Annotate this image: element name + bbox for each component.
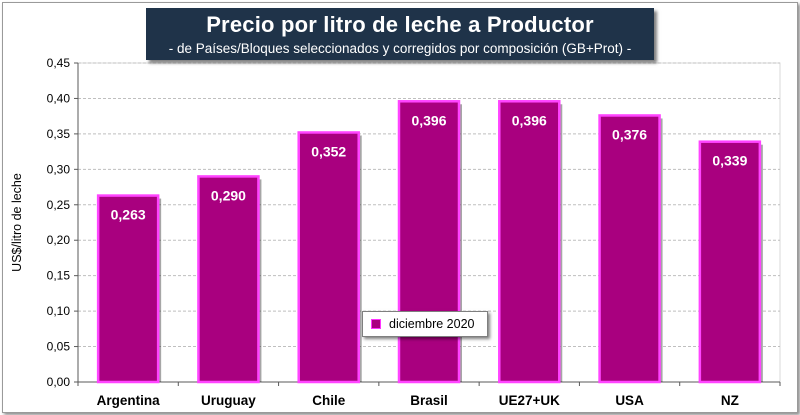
y-tick-label: 0,15 xyxy=(47,269,71,283)
data-label: 0,339 xyxy=(712,153,747,169)
x-tick-label: Chile xyxy=(312,393,345,408)
y-tick-label: 0,45 xyxy=(47,56,71,70)
x-tick-label: Argentina xyxy=(97,393,160,408)
legend: diciembre 2020 xyxy=(362,311,488,337)
legend-swatch xyxy=(371,319,381,329)
x-tick-label: USA xyxy=(615,393,644,408)
y-axis-label: US$/litro de leche xyxy=(10,173,24,272)
y-tick-label: 0,25 xyxy=(47,198,71,212)
x-tick-label: UE27+UK xyxy=(499,393,560,408)
bar-argentina xyxy=(96,194,160,384)
x-tick-label: NZ xyxy=(721,393,739,408)
x-tick-label: Uruguay xyxy=(201,393,256,408)
y-tick-label: 0,30 xyxy=(47,162,71,176)
bar-chile xyxy=(297,131,360,384)
y-tick-label: 0,40 xyxy=(47,91,71,105)
data-label: 0,290 xyxy=(211,187,246,203)
chart-subtitle: - de Países/Bloques seleccionados y corr… xyxy=(168,41,632,56)
bar-ue27-uk xyxy=(498,100,561,384)
y-tick-label: 0,10 xyxy=(47,304,71,318)
data-label: 0,263 xyxy=(111,207,146,223)
bar-brasil xyxy=(397,100,461,384)
chart-title-box: Precio por litro de leche a Productor - … xyxy=(146,8,654,60)
bar-uruguay xyxy=(197,175,260,384)
data-label: 0,376 xyxy=(612,126,647,142)
y-tick-label: 0,05 xyxy=(47,340,71,354)
data-label: 0,352 xyxy=(311,143,346,159)
legend-label: diciembre 2020 xyxy=(389,317,475,331)
y-tick-label: 0,20 xyxy=(47,233,71,247)
y-tick-label: 0,00 xyxy=(47,375,71,389)
data-label: 0,396 xyxy=(512,112,547,128)
bar-nz xyxy=(698,140,762,384)
x-tick-label: Brasil xyxy=(410,393,448,408)
y-tick-label: 0,35 xyxy=(47,127,71,141)
data-label: 0,396 xyxy=(411,112,446,128)
chart-title: Precio por litro de leche a Productor xyxy=(206,12,594,37)
bar-usa xyxy=(598,114,661,384)
